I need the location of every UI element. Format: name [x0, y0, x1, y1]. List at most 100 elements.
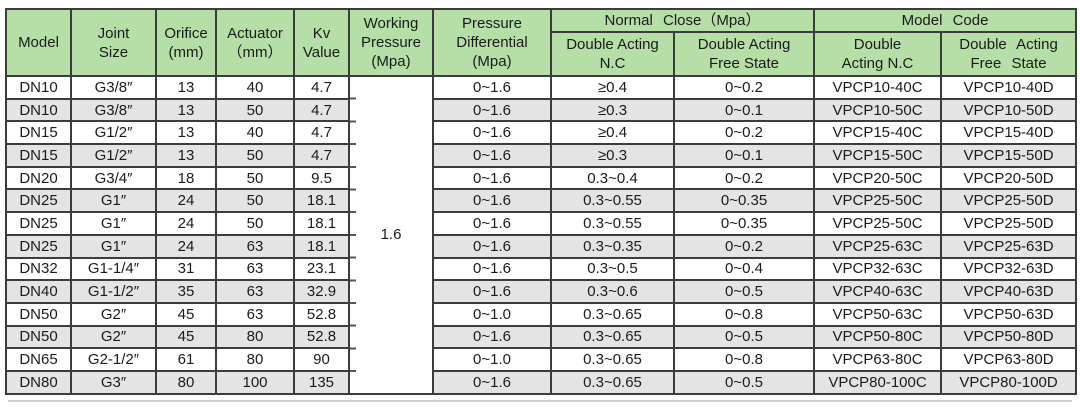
header-pressure-differential: Pressure Differential (Mpa) [432, 8, 552, 77]
cell-code-free: VPCP32-63D [940, 256, 1078, 282]
cell-nc-free-state: 0~0.1 [672, 97, 816, 123]
header-row-sub: Double Acting N.C Double Acting Free Sta… [6, 31, 1078, 77]
cell-code-nc: VPCP40-63C [813, 279, 943, 304]
header-nc-double-acting-free-state: Double Acting Free State [672, 31, 816, 77]
cell-code-free: VPCP25-63D [940, 233, 1078, 259]
cell-pressure-differential: 0~1.6 [432, 188, 552, 214]
table-body: DN10 G3/8″ 13 40 4.7 1.6 0~1.6 ≥0.4 0~0.2 VPCP10-… [5, 75, 1078, 395]
cell-pressure-differential: 0~1.0 [432, 347, 552, 372]
cell-nc-double-acting: ≥0.4 [550, 120, 675, 146]
cell-code-free: VPCP10-40D [940, 75, 1078, 100]
table-row: DN15 G1/2″ 13 50 4.7 0~1.6 ≥0.3 0~0.1 VPCP15-50C… [5, 143, 1078, 168]
cell-nc-free-state: 0~0.8 [672, 347, 816, 372]
cell-code-nc: VPCP50-80C [813, 324, 943, 350]
cell-nc-free-state: 0~0.4 [672, 256, 816, 282]
cell-actuator: 63 [215, 233, 295, 259]
cell-nc-double-acting: 0.3~0.55 [550, 211, 675, 236]
cell-kv: 9.5 [293, 165, 350, 191]
cell-joint-size: G3/8″ [70, 75, 157, 100]
cell-pressure-differential: 0~1.6 [432, 279, 552, 304]
cell-model: DN80 [5, 369, 72, 395]
cell-kv: 23.1 [293, 256, 350, 282]
cell-working-pressure-merged: 1.6 [348, 75, 434, 395]
cell-code-free: VPCP63-80D [940, 347, 1078, 372]
cell-nc-free-state: 0~0.8 [672, 301, 816, 327]
cell-nc-free-state: 0~0.35 [672, 188, 816, 214]
cell-pressure-differential: 0~1.6 [432, 143, 552, 168]
cell-joint-size: G3/8″ [70, 97, 157, 123]
cell-pressure-differential: 0~1.0 [432, 301, 552, 327]
cell-code-nc: VPCP25-63C [813, 233, 943, 259]
cell-model: DN50 [5, 324, 72, 350]
header-joint-size: Joint Size [70, 8, 157, 77]
cell-orifice: 35 [155, 279, 217, 304]
cell-kv: 18.1 [293, 233, 350, 259]
header-mc-double-acting-free-state: Double Acting Free State [940, 31, 1078, 77]
cell-orifice: 80 [155, 369, 217, 395]
cell-nc-free-state: 0~0.5 [672, 324, 816, 350]
cell-code-nc: VPCP32-63C [813, 256, 943, 282]
cell-orifice: 61 [155, 347, 217, 372]
cell-code-free: VPCP25-50D [940, 188, 1078, 214]
cell-nc-double-acting: 0.3~0.5 [550, 256, 675, 282]
cell-code-nc: VPCP10-40C [813, 75, 943, 100]
table-row: DN25 G1″ 24 50 18.1 0~1.6 0.3~0.55 0~0.35 VPCP25… [5, 188, 1078, 214]
cell-nc-free-state: 0~0.35 [672, 211, 816, 236]
cell-nc-free-state: 0~0.2 [672, 233, 816, 259]
cell-nc-double-acting: ≥0.3 [550, 97, 675, 123]
cell-nc-free-state: 0~0.5 [672, 279, 816, 304]
header-nc-double-acting-nc: Double Acting N.C [550, 31, 675, 77]
cell-joint-size: G3/4″ [70, 165, 157, 191]
cell-code-nc: VPCP20-50C [813, 165, 943, 191]
cell-nc-free-state: 0~0.1 [672, 143, 816, 168]
cell-orifice: 18 [155, 165, 217, 191]
table-row: DN15 G1/2″ 13 40 4.7 0~1.6 ≥0.4 0~0.2 VPCP15-40C… [5, 120, 1078, 146]
cell-nc-double-acting: 0.3~0.65 [550, 301, 675, 327]
cell-nc-free-state: 0~0.5 [672, 369, 816, 395]
cell-actuator: 50 [215, 211, 295, 236]
cell-kv: 4.7 [293, 143, 350, 168]
cell-code-free: VPCP25-50D [940, 211, 1078, 236]
cell-code-nc: VPCP63-80C [813, 347, 943, 372]
table-row: DN10 G3/8″ 13 50 4.7 0~1.6 ≥0.3 0~0.1 VPCP10-50C… [5, 97, 1078, 123]
cell-pressure-differential: 0~1.6 [432, 233, 552, 259]
header-kv-value: Kv Value [293, 8, 350, 77]
header-normal-close-group: Normal Close（Mpa） [549, 8, 816, 33]
bottom-divider-line [8, 400, 1072, 402]
cell-code-free: VPCP10-50D [940, 97, 1078, 123]
cell-joint-size: G1/2″ [70, 143, 157, 168]
cell-kv: 18.1 [293, 188, 350, 214]
cell-kv: 4.7 [293, 75, 350, 100]
cell-code-free: VPCP20-50D [940, 165, 1078, 191]
cell-pressure-differential: 0~1.6 [432, 256, 552, 282]
table-row: DN10 G3/8″ 13 40 4.7 1.6 0~1.6 ≥0.4 0~0.2 VPCP10-… [5, 75, 1078, 395]
cell-kv: 52.8 [293, 324, 350, 350]
cell-pressure-differential: 0~1.6 [432, 369, 552, 395]
cell-joint-size: G1/2″ [70, 120, 157, 146]
table-row: DN80 G3″ 80 100 135 0~1.6 0.3~0.65 0~0.5 VPCP80-… [5, 369, 1078, 395]
cell-actuator: 50 [215, 165, 295, 191]
cell-actuator: 80 [215, 324, 295, 350]
cell-model: DN65 [5, 347, 72, 372]
cell-joint-size: G2-1/2″ [70, 347, 157, 372]
table-row: DN25 G1″ 24 63 18.1 0~1.6 0.3~0.35 0~0.2 VPCP25-… [5, 233, 1078, 259]
cell-kv: 135 [293, 369, 350, 395]
cell-pressure-differential: 0~1.6 [432, 120, 552, 146]
header-actuator: Actuator （mm） [215, 8, 295, 77]
table-row: DN50 G2″ 45 63 52.8 0~1.0 0.3~0.65 0~0.8 VPCP50-… [5, 301, 1078, 327]
cell-kv: 52.8 [293, 301, 350, 327]
cell-code-free: VPCP50-63D [940, 301, 1078, 327]
cell-orifice: 45 [155, 324, 217, 350]
cell-nc-free-state: 0~0.2 [672, 75, 816, 100]
cell-nc-double-acting: 0.3~0.55 [550, 188, 675, 214]
cell-orifice: 13 [155, 75, 217, 100]
cell-code-free: VPCP50-80D [940, 324, 1078, 350]
cell-nc-double-acting: 0.3~0.65 [550, 347, 675, 372]
table-row: DN32 G1-1/4″ 31 63 23.1 0~1.6 0.3~0.5 0~0.4 VPCP… [5, 256, 1078, 282]
header-orifice: Orifice (mm) [155, 8, 217, 77]
cell-pressure-differential: 0~1.6 [432, 75, 552, 100]
cell-model: DN10 [5, 75, 72, 100]
cell-code-nc: VPCP50-63C [813, 301, 943, 327]
table-row: DN65 G2-1/2″ 61 80 90 0~1.0 0.3~0.65 0~0.8 VPCP6… [5, 347, 1078, 372]
cell-joint-size: G1-1/2″ [70, 279, 157, 304]
